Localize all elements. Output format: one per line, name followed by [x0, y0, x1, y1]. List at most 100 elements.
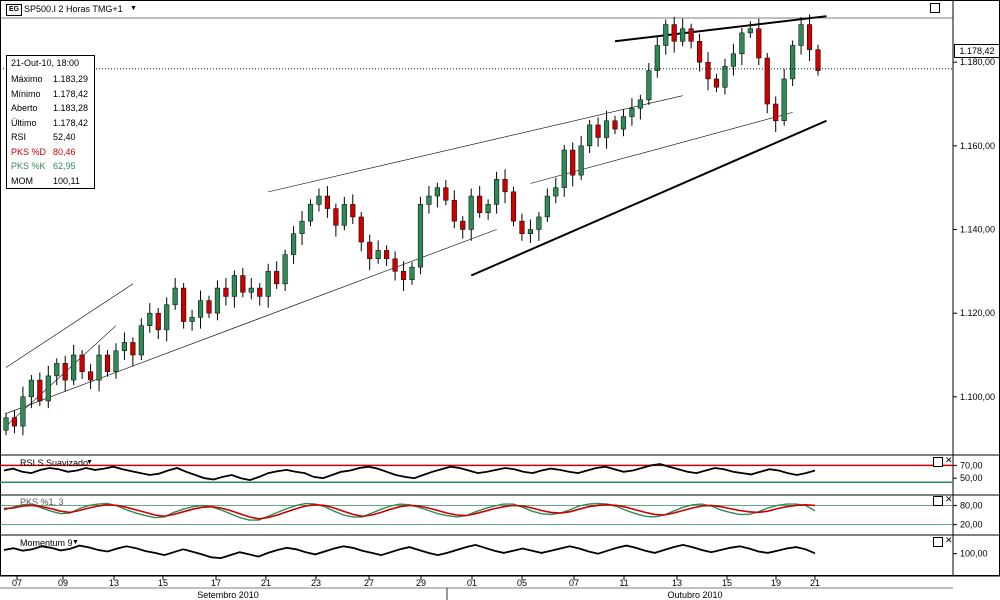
candle-body [519, 220, 525, 234]
rsi-maximize-button[interactable] [933, 457, 943, 467]
candle-body [570, 149, 576, 176]
candle-body [544, 195, 550, 218]
candle-body [494, 179, 500, 205]
candle-body [434, 187, 440, 197]
info-value: 1.183,29 [53, 74, 89, 84]
candle-body [477, 195, 483, 214]
x-tick-label: 07 [12, 578, 22, 588]
info-value: 1.178,42 [53, 88, 89, 99]
momentum-maximize-button[interactable] [933, 537, 943, 547]
candle-body [739, 32, 745, 55]
candle-body [45, 375, 51, 402]
rsi-layer: 70,00 50,00 [0, 454, 1000, 483]
candle-body [443, 187, 449, 201]
candle-body [257, 287, 263, 297]
candle-body [240, 275, 246, 293]
momentum-dropdown-icon[interactable]: ▼ [72, 539, 79, 546]
candle-body [713, 78, 720, 88]
candle-body [96, 354, 102, 381]
x-tick-label: 21 [810, 578, 820, 588]
momentum-panel-title[interactable]: Momentum 9 [20, 538, 73, 548]
candle-body [485, 204, 491, 214]
info-label: Último [11, 117, 37, 128]
candle-body [620, 116, 627, 130]
x-tick-label: 15 [722, 578, 732, 588]
trendline[interactable] [530, 112, 793, 184]
candle-body [104, 354, 111, 372]
info-value: 1.178,42 [53, 117, 89, 128]
trendline[interactable] [5, 283, 134, 368]
rsi-panel-title[interactable]: RSI S Suavizado [20, 458, 89, 468]
candle-body [3, 417, 9, 431]
candle-body [460, 220, 466, 230]
y-tick-label: 20,00 [960, 520, 983, 530]
x-tick-label: 13 [672, 578, 682, 588]
candle-body [341, 204, 347, 226]
info-value: 1.183,28 [53, 103, 89, 113]
candle-body [37, 379, 43, 402]
candle-body [197, 300, 204, 318]
info-value: 100,11 [53, 175, 80, 186]
candle-body [578, 145, 584, 176]
pks-panel-title[interactable]: PKS %1, 3 [20, 497, 64, 507]
x-tick-label: 01 [467, 578, 477, 588]
candle-body [688, 28, 694, 42]
candle-body [527, 229, 533, 234]
candle-body [206, 300, 212, 314]
info-label: Aberto [11, 103, 38, 113]
candle-body [637, 99, 643, 109]
candle-body [88, 371, 94, 381]
x-tick-label: 11 [619, 578, 628, 588]
candle-body [121, 342, 127, 352]
candle-body [316, 195, 322, 205]
x-tick-label: 19 [771, 578, 781, 588]
main-close-button[interactable] [930, 3, 940, 13]
candle-body [79, 354, 85, 372]
trendline[interactable] [5, 229, 497, 414]
candle-body [214, 287, 221, 314]
candle-body [587, 124, 593, 147]
candle-body [274, 271, 280, 285]
candle-body [189, 317, 195, 322]
grid-layer [0, 0, 1000, 576]
month-label: Outubro 2010 [667, 590, 722, 600]
trendline-support[interactable] [470, 119, 827, 277]
candle-body [502, 179, 508, 193]
candle-body [595, 124, 601, 138]
candle-body [54, 363, 60, 377]
x-tick-label: 21 [261, 578, 271, 588]
candle-body [138, 325, 144, 356]
momentum-close-icon[interactable]: ✕ [945, 535, 953, 545]
trendline[interactable] [268, 95, 683, 193]
candle-body [400, 271, 407, 280]
candle-body [781, 78, 787, 122]
symbol-title[interactable]: SP500.I 2 Horas TMG+1 [24, 4, 123, 14]
candle-body [358, 216, 364, 243]
last-price-tag: 1.178,42 [954, 44, 1000, 58]
info-label: PKS %D [11, 146, 47, 157]
info-label: RSI [11, 132, 27, 142]
x-tick-label: 23 [311, 578, 321, 588]
rsi-dropdown-icon[interactable]: ▼ [86, 459, 93, 466]
y-tick-label: 80,00 [960, 500, 983, 510]
candle-body [265, 271, 271, 297]
candle-body [697, 41, 703, 63]
candle-body [20, 396, 26, 427]
pks-maximize-button[interactable] [933, 496, 943, 506]
axes-layer: 1.180,00 1.160,00 1.140,00 1.120,00 1.100,00… [0, 57, 1000, 600]
symbol-dropdown-icon[interactable]: ▼ [130, 5, 137, 12]
candle-body [722, 66, 728, 88]
candle-body [510, 191, 517, 222]
trendline-resistance[interactable] [614, 15, 827, 43]
info-value: 80,46 [53, 146, 76, 157]
rsi-close-icon[interactable]: ✕ [945, 455, 953, 465]
candle-body [468, 195, 474, 230]
candle-body [536, 216, 542, 230]
candle-body [705, 61, 711, 80]
pks-close-icon[interactable]: ✕ [945, 494, 953, 504]
candle-body [663, 24, 669, 46]
x-tick-label: 15 [158, 578, 168, 588]
candle-body [11, 417, 18, 427]
